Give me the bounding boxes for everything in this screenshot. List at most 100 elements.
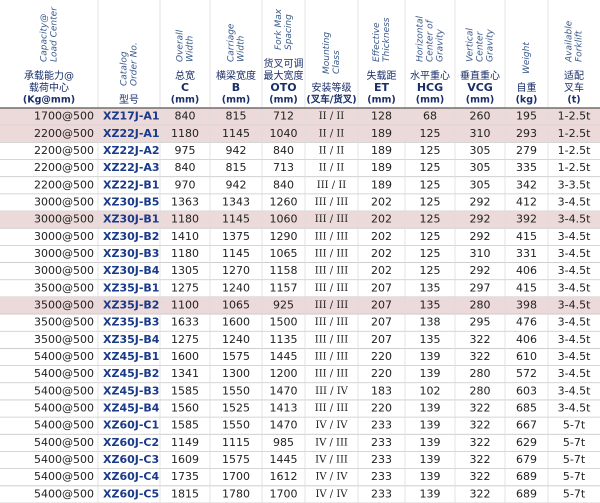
cell: 5-7t [563, 487, 586, 500]
cell: 5400@500 [34, 350, 94, 363]
cell: 125 [420, 230, 441, 243]
cell: 942 [226, 178, 247, 191]
header-english: Catalog [120, 51, 130, 86]
cell: 689 [516, 487, 537, 500]
header-unit: (mm) [171, 95, 199, 106]
cell: 629 [516, 436, 537, 449]
header-unit: (mm) [367, 95, 395, 106]
cell: 125 [420, 144, 441, 157]
model-cell: XZ35J-B3 [103, 316, 159, 329]
cell: 233 [371, 436, 392, 449]
cell: 1575 [222, 453, 250, 466]
cell: 1815 [171, 487, 199, 500]
cell: 1500 [270, 316, 298, 329]
cell: III / III [315, 352, 348, 363]
cell: 305 [470, 161, 491, 174]
cell: 815 [226, 110, 247, 123]
cell: III / III [315, 403, 348, 414]
cell: 1065 [270, 247, 298, 260]
cell: IV / III [315, 437, 348, 448]
header-english: Width [186, 35, 196, 62]
model-cell: XZ30J-B2 [103, 230, 159, 243]
cell: 415 [516, 281, 537, 294]
cell: 603 [516, 384, 537, 397]
cell: 135 [420, 333, 441, 346]
cell: 415 [516, 230, 537, 243]
cell: 189 [371, 178, 392, 191]
cell: 3000@500 [34, 264, 94, 277]
row-highlight [0, 108, 600, 126]
cell: 125 [420, 178, 441, 191]
cell: 1115 [222, 436, 250, 449]
cell: 1180 [171, 127, 199, 140]
cell: 5400@500 [34, 470, 94, 483]
cell: 1145 [222, 213, 250, 226]
cell: 1413 [270, 402, 298, 415]
model-cell: XZ22J-A1 [103, 127, 160, 140]
cell: 1700 [222, 470, 250, 483]
cell: 5400@500 [34, 402, 94, 415]
cell: 183 [371, 384, 392, 397]
cell: III / IV [315, 386, 349, 397]
cell: 279 [516, 144, 537, 157]
cell: 1363 [171, 195, 199, 208]
cell: 139 [420, 470, 441, 483]
header-chinese: 总宽 [175, 69, 195, 82]
cell: 2200@500 [34, 178, 94, 191]
cell: 220 [371, 402, 392, 415]
header-chinese: 载荷中心 [29, 81, 69, 94]
cell: 322 [470, 453, 491, 466]
header-english: Load Center [50, 6, 60, 62]
cell: 68 [423, 110, 437, 123]
cell: IV / IV [315, 472, 348, 483]
cell: 1157 [270, 281, 298, 294]
header-english: Thickness [382, 17, 392, 62]
model-cell: XZ60J-C5 [103, 487, 159, 500]
cell: 1180 [171, 213, 199, 226]
model-cell: XZ45J-B3 [103, 384, 159, 397]
cell: 202 [371, 230, 392, 243]
cell: IV / III [315, 455, 348, 466]
cell: 202 [371, 195, 392, 208]
header-code: C [181, 81, 189, 94]
cell: 233 [371, 453, 392, 466]
cell: 975 [175, 144, 196, 157]
cell: 1585 [171, 419, 199, 432]
cell: 412 [516, 195, 537, 208]
cell: 3-4.5t [558, 195, 591, 208]
cell: 1040 [270, 127, 298, 140]
header-english: Order No. [130, 42, 140, 86]
header-english: Available [565, 20, 575, 63]
header-unit: (kg) [516, 95, 538, 106]
cell: 1145 [222, 127, 250, 140]
header-english: Width [237, 35, 247, 62]
cell: 3-4.5t [558, 281, 591, 294]
cell: 1260 [270, 195, 298, 208]
cell: 3-4.5t [558, 350, 591, 363]
header-english: Mounting [322, 32, 332, 74]
cell: 3500@500 [34, 316, 94, 329]
cell: 925 [273, 299, 294, 312]
cell: 3-4.5t [558, 247, 591, 260]
cell: 280 [470, 299, 491, 312]
cell: 1-2.5t [558, 127, 591, 140]
cell: 3500@500 [34, 281, 94, 294]
cell: 685 [516, 402, 537, 415]
cell: 1550 [222, 384, 250, 397]
header-unit: (mm) [269, 95, 297, 106]
cell: 406 [516, 264, 537, 277]
cell: 5400@500 [34, 384, 94, 397]
cell: III / III [315, 283, 348, 294]
cell: 3500@500 [34, 333, 94, 346]
cell: 3000@500 [34, 213, 94, 226]
cell: 3500@500 [34, 299, 94, 312]
header-english: Spacing [284, 14, 294, 50]
header-english: Carriage [227, 23, 237, 62]
cell: 1609 [171, 453, 199, 466]
model-cell: XZ60J-C4 [103, 470, 159, 483]
model-cell: XZ17J-A1 [103, 110, 160, 123]
cell: 135 [420, 299, 441, 312]
cell: 233 [371, 470, 392, 483]
cell: 3-3.5t [558, 178, 591, 191]
row-highlight [0, 296, 600, 315]
